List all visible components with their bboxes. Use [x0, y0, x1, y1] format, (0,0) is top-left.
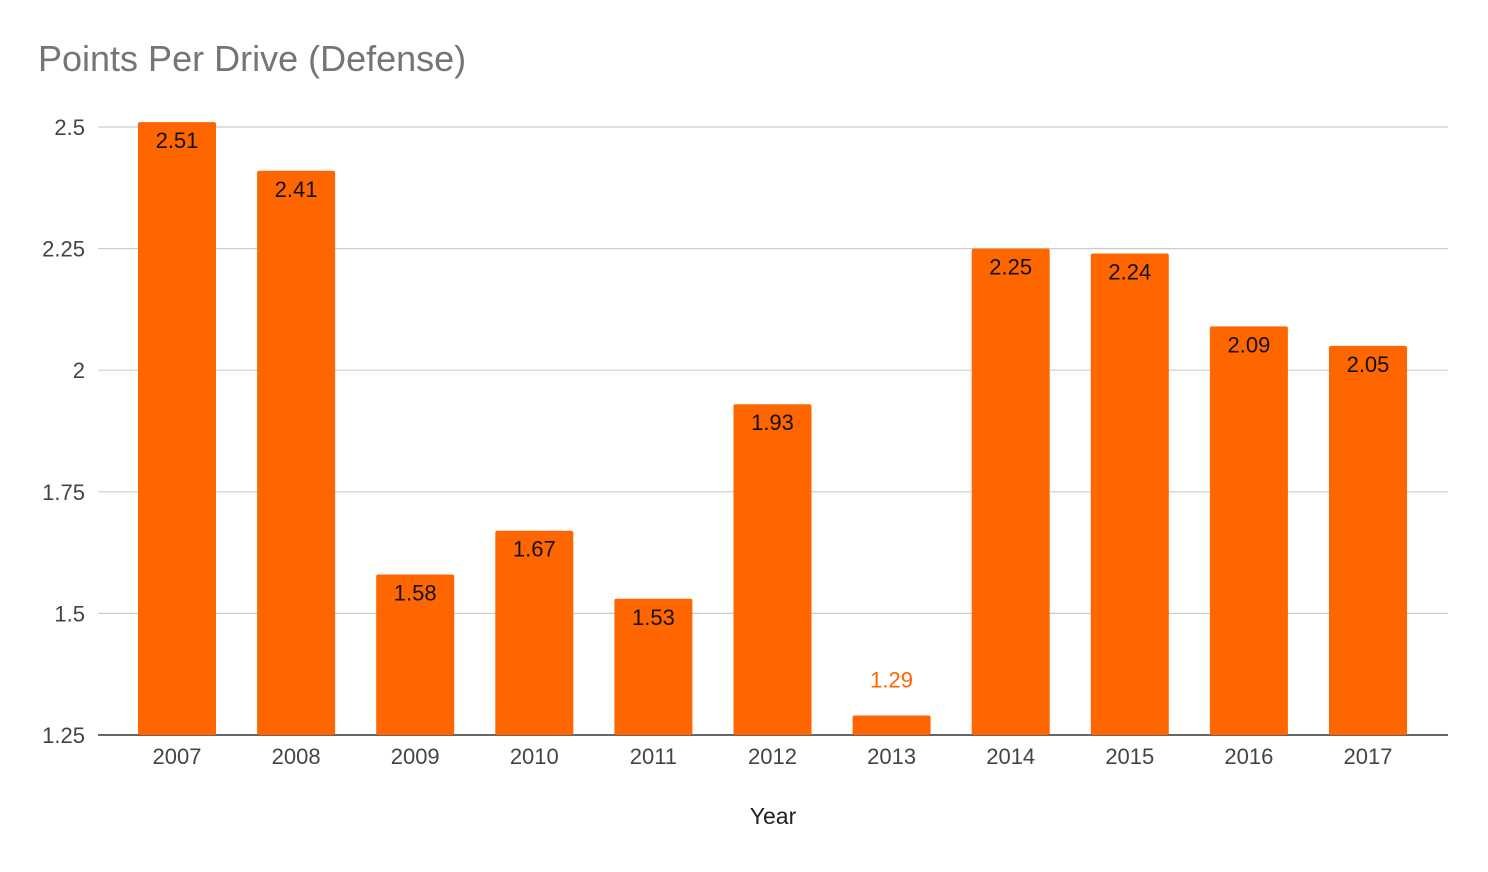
bar: [495, 530, 574, 735]
bar: [376, 574, 455, 735]
y-tick-label: 2.5: [54, 115, 85, 140]
bar: [733, 404, 812, 735]
x-tick-label: 2011: [630, 744, 677, 769]
x-tick-label: 2016: [1224, 744, 1273, 769]
data-label: 2.41: [275, 177, 318, 202]
y-tick-label: 2: [73, 358, 85, 383]
data-label: 1.93: [751, 410, 794, 435]
bar: [1329, 345, 1407, 735]
x-axis-title: Year: [750, 803, 797, 829]
bar: [1209, 326, 1288, 735]
y-tick-label: 1.25: [42, 723, 85, 748]
data-label: 2.24: [1108, 259, 1151, 284]
x-tick-label: 2007: [153, 744, 202, 769]
x-tick-label: 2012: [748, 744, 797, 769]
x-tick-label: 2013: [867, 744, 916, 769]
x-tick-label: 2010: [510, 744, 559, 769]
bar: [138, 122, 216, 736]
data-label: 1.58: [394, 580, 437, 605]
x-tick-label: 2014: [986, 744, 1035, 769]
bar: [971, 248, 1050, 735]
data-label: 2.51: [156, 128, 199, 153]
y-tick-label: 2.25: [42, 237, 85, 262]
x-tick-label: 2009: [391, 744, 440, 769]
y-tick-label: 1.75: [42, 480, 85, 505]
data-label: 2.05: [1347, 352, 1390, 377]
bar: [1090, 253, 1169, 736]
data-label: 2.25: [989, 255, 1032, 280]
bars: [138, 122, 1407, 736]
data-label: 1.53: [632, 605, 675, 630]
x-tick-label: 2017: [1344, 744, 1393, 769]
data-label: 2.09: [1227, 332, 1270, 357]
chart-title: Points Per Drive (Defense): [38, 38, 467, 79]
y-axis-ticks: 1.25 1.5 1.75 2 2.25 2.5: [42, 115, 85, 748]
x-axis-ticks: 2007 2008 2009 2010 2011 2012 2013 2014 2015 2016…: [153, 744, 1393, 769]
bar: [614, 598, 693, 735]
data-labels: 2.51 2.41 1.58 1.67 1.53 1.93 1.29 2.25 2.24 2.09…: [156, 128, 1390, 692]
bar: [257, 170, 336, 735]
x-tick-label: 2015: [1105, 744, 1154, 769]
data-label: 1.29: [870, 668, 913, 693]
x-tick-label: 2008: [272, 744, 321, 769]
y-tick-label: 1.5: [54, 601, 85, 626]
bar: [852, 715, 931, 735]
data-label: 1.67: [513, 537, 556, 562]
